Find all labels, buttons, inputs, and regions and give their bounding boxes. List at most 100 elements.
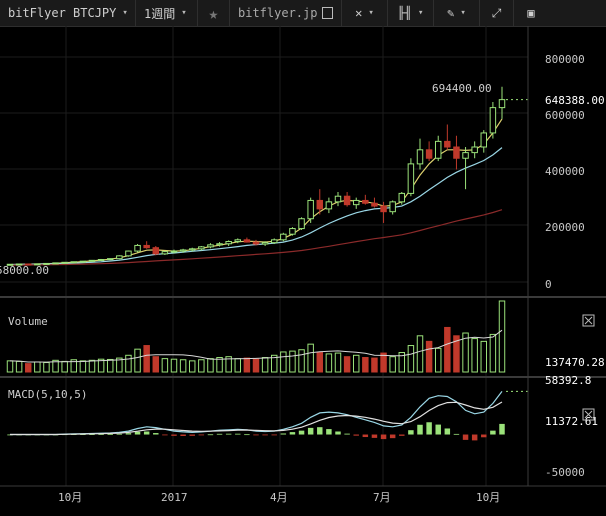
- macd-histogram-bar: [335, 431, 341, 435]
- volume-bar: [343, 356, 351, 373]
- candle: [252, 239, 260, 246]
- macd-histogram-bar: [444, 428, 451, 435]
- crosshair-button[interactable]: ✕ ▾: [342, 0, 388, 26]
- volume-bar: [389, 356, 396, 373]
- macd-tick: 58392.8: [545, 374, 591, 387]
- macd-tick: 11372.61: [545, 415, 598, 428]
- candle: [462, 147, 469, 190]
- macd-tick: -50000: [545, 466, 585, 479]
- volume-title: Volume: [8, 315, 48, 328]
- candle: [34, 263, 41, 266]
- candle: [188, 247, 196, 252]
- volume-bar: [6, 360, 14, 373]
- favorite-button[interactable]: ★: [198, 0, 230, 26]
- candle: [216, 242, 223, 247]
- volume-bar: [198, 359, 205, 373]
- volume-bar: [480, 340, 488, 373]
- volume-bar: [216, 357, 223, 373]
- macd-histogram-bar: [371, 434, 378, 438]
- macd-histogram-bar: [280, 433, 287, 435]
- macd-close-button[interactable]: [582, 408, 595, 421]
- candle: [15, 263, 23, 266]
- volume-ma-line: [9, 329, 503, 363]
- candle: [471, 141, 478, 159]
- candle: [334, 192, 342, 207]
- chevron-down-icon: ▾: [460, 8, 466, 18]
- macd-histogram-bar: [98, 434, 104, 435]
- candle: [261, 241, 269, 246]
- candle: [52, 262, 59, 265]
- candle: [243, 237, 251, 243]
- volume-bar: [489, 333, 497, 373]
- macd-histogram-bar: [253, 434, 259, 436]
- y-tick: 600000: [545, 109, 585, 122]
- macd-histogram-bar: [453, 433, 460, 435]
- drawing-button[interactable]: ✎ ▾: [434, 0, 480, 26]
- candle: [398, 192, 406, 205]
- volume-pane: [6, 300, 506, 373]
- volume-bar: [97, 358, 105, 373]
- candle: [179, 248, 187, 253]
- macd-histogram-bar: [399, 434, 405, 436]
- crosshair-icon: ✕: [355, 6, 363, 20]
- volume-bar: [161, 358, 169, 373]
- volume-bar: [416, 335, 424, 373]
- candle: [371, 197, 378, 208]
- volume-bar: [316, 352, 324, 373]
- candle: [134, 244, 141, 253]
- macd-histogram-bar: [89, 434, 95, 435]
- source-link[interactable]: bitflyer.jp: [230, 0, 342, 26]
- candle-style-icon: ╟╢: [397, 6, 413, 20]
- candle: [234, 238, 242, 244]
- macd-histogram-bar: [180, 434, 186, 436]
- y-tick: 800000: [545, 53, 585, 66]
- last-price-label: 648388.00: [545, 94, 605, 107]
- macd-pane: [7, 390, 528, 441]
- candle: [161, 251, 169, 255]
- candle: [498, 86, 506, 119]
- volume-bar: [434, 347, 442, 373]
- volume-bar: [116, 357, 123, 373]
- macd-histogram-bar: [125, 433, 132, 435]
- candle: [316, 189, 324, 215]
- close-icon: [584, 316, 593, 325]
- symbol-label: bitFlyer BTCJPY: [8, 6, 117, 20]
- candle: [280, 232, 287, 242]
- macd-histogram-bar: [417, 424, 423, 435]
- chart-canvas[interactable]: 800000 600000 400000 200000 0 648388.00 …: [0, 26, 606, 516]
- x-tick: 10月: [58, 491, 82, 504]
- candle: [143, 241, 150, 249]
- x-tick: 2017: [161, 491, 188, 504]
- candle: [97, 258, 105, 261]
- volume-bar: [234, 358, 242, 373]
- volume-bar: [462, 332, 469, 373]
- macd-histogram-bar: [207, 434, 214, 436]
- macd-histogram-bar: [326, 429, 332, 435]
- low-price-label: 58000.00: [0, 264, 49, 277]
- candle: [88, 259, 96, 262]
- x-tick: 10月: [476, 491, 500, 504]
- snapshot-button[interactable]: ▣: [514, 0, 548, 26]
- x-tick: 7月: [373, 491, 391, 504]
- volume-bar: [280, 351, 287, 373]
- fullscreen-button[interactable]: ⤢: [480, 0, 514, 26]
- interval-selector[interactable]: 1週間 ▾: [136, 0, 198, 26]
- volume-bar: [143, 345, 150, 373]
- candle: [43, 262, 50, 265]
- macd-histogram-bar: [271, 434, 277, 436]
- candle: [444, 124, 451, 150]
- interval-label: 1週間: [144, 6, 176, 21]
- volume-bar: [471, 338, 478, 373]
- expand-icon: ⤢: [491, 5, 502, 20]
- chart-style-button[interactable]: ╟╢ ▾: [388, 0, 434, 26]
- candle: [106, 258, 114, 261]
- candle: [198, 246, 205, 251]
- candle: [416, 138, 424, 170]
- candle: [270, 238, 278, 245]
- volume-bar: [453, 335, 460, 373]
- volume-close-button[interactable]: [582, 314, 595, 327]
- candle: [480, 130, 488, 153]
- candle: [352, 197, 360, 209]
- symbol-selector[interactable]: bitFlyer BTCJPY ▾: [0, 0, 136, 26]
